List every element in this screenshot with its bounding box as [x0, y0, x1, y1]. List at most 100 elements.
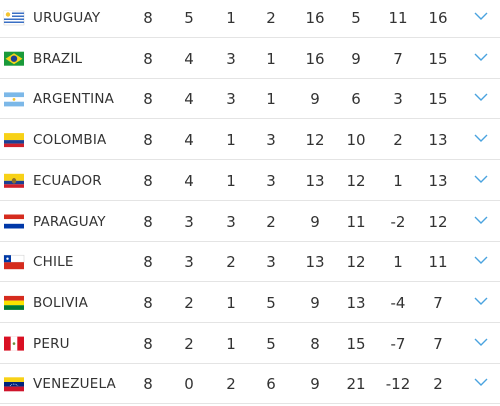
team-row: CHILE 8 3 2 3 13 12 1 11 — [0, 242, 500, 283]
stat-cell: 5 — [184, 9, 194, 27]
team-name: COLOMBIA — [33, 132, 107, 149]
team-row: COLOMBIA 8 4 1 3 12 10 2 13 — [0, 120, 500, 161]
stat-cell: 13 — [305, 253, 325, 272]
expand-chevron[interactable] — [474, 376, 488, 388]
stat-cell: 7 — [433, 334, 443, 353]
stat-cell: 3 — [226, 212, 236, 231]
stat-cell: 16 — [428, 9, 448, 27]
stat-cell: 0 — [184, 375, 194, 394]
team-name: ARGENTINA — [33, 91, 115, 108]
stat-cell: 8 — [310, 334, 320, 353]
stat-cell: 5 — [266, 334, 276, 353]
stat-cell: 5 — [266, 293, 276, 312]
stat-cell: 2 — [433, 375, 443, 394]
expand-chevron[interactable] — [474, 132, 488, 144]
team-row: ECUADOR 8 4 1 3 13 12 1 13 — [0, 161, 500, 201]
stat-cell: 9 — [310, 375, 320, 394]
stat-cell: 3 — [266, 131, 276, 150]
stat-cell: 13 — [305, 171, 325, 190]
team-row: BRAZIL 8 4 3 1 16 9 7 15 — [0, 39, 500, 79]
stat-cell: 2 — [266, 212, 276, 231]
flag-ecuador — [4, 173, 24, 188]
stat-cell: 3 — [226, 49, 236, 68]
stat-cell: 10 — [346, 131, 366, 150]
team-row: PARAGUAY 8 3 3 2 9 11 -2 12 — [0, 202, 500, 242]
stat-cell: 2 — [266, 9, 276, 27]
stat-cell: 4 — [184, 49, 194, 68]
stat-cell: 3 — [393, 90, 403, 109]
stat-cell: 8 — [143, 90, 153, 109]
stat-cell: 11 — [428, 253, 448, 272]
stat-cell: 8 — [143, 171, 153, 190]
team-name: VENEZUELA — [33, 376, 116, 393]
team-name: CHILE — [33, 254, 74, 271]
team-row: BOLIVIA 8 2 1 5 9 13 -4 7 — [0, 283, 500, 323]
stat-cell: 2 — [226, 375, 236, 394]
stat-cell: -4 — [390, 293, 406, 312]
stat-cell: 11 — [388, 9, 408, 27]
stat-cell: 1 — [393, 171, 403, 190]
stat-cell: 11 — [346, 212, 366, 231]
stat-cell: 9 — [351, 49, 361, 68]
stat-cell: 1 — [266, 49, 276, 68]
stat-cell: 4 — [184, 90, 194, 109]
stat-cell: 6 — [351, 90, 361, 109]
stat-cell: 3 — [184, 253, 194, 272]
stat-cell: 8 — [143, 49, 153, 68]
stat-cell: 13 — [428, 171, 448, 190]
stat-cell: 1 — [266, 90, 276, 109]
expand-chevron[interactable] — [474, 51, 488, 63]
stat-cell: 1 — [226, 131, 236, 150]
expand-chevron[interactable] — [474, 336, 488, 348]
stat-cell: 4 — [184, 131, 194, 150]
expand-chevron[interactable] — [474, 91, 488, 103]
stat-cell: 2 — [226, 253, 236, 272]
stat-cell: 8 — [143, 9, 153, 27]
stat-cell: 15 — [346, 334, 366, 353]
stat-cell: 2 — [184, 334, 194, 353]
stat-cell: 9 — [310, 90, 320, 109]
stat-cell: 1 — [393, 253, 403, 272]
stat-cell: 6 — [266, 375, 276, 394]
stat-cell: 8 — [143, 375, 153, 394]
stat-cell: 4 — [184, 171, 194, 190]
expand-chevron[interactable] — [474, 173, 488, 185]
flags — [3, 10, 25, 392]
stat-cell: 2 — [184, 293, 194, 312]
flag-paraguay — [4, 214, 24, 229]
stat-cell: 1 — [226, 9, 236, 27]
stat-cell: -12 — [385, 375, 411, 394]
stat-cell: 16 — [305, 9, 325, 27]
expand-chevron[interactable] — [474, 10, 488, 22]
expand-chevron[interactable] — [474, 214, 488, 226]
team-row: VENEZUELA 8 0 2 6 9 21 -12 2 — [0, 364, 500, 405]
stat-cell: 13 — [428, 131, 448, 150]
flag-venezuela — [4, 377, 24, 392]
team-row: ARGENTINA 8 4 3 1 9 6 3 15 — [0, 79, 500, 120]
flag-colombia — [4, 133, 24, 148]
stat-cell: 9 — [310, 212, 320, 231]
stat-cell: -7 — [390, 334, 406, 353]
stat-cell: 8 — [143, 293, 153, 312]
team-name: BRAZIL — [33, 50, 83, 67]
team-name: PARAGUAY — [33, 213, 106, 230]
stat-cell: 13 — [346, 293, 366, 312]
team-name: ECUADOR — [33, 172, 102, 189]
flag-chile — [3, 254, 25, 270]
flag-uruguay — [3, 10, 25, 26]
expand-chevron[interactable] — [474, 254, 488, 266]
team-row: URUGUAY 8 5 1 2 16 5 11 16 — [0, 0, 500, 38]
expand-chevron[interactable] — [474, 295, 488, 307]
stat-cell: 8 — [143, 212, 153, 231]
flag-bolivia — [4, 295, 24, 310]
stat-cell: 1 — [226, 171, 236, 190]
stat-cell: 12 — [346, 253, 366, 272]
stat-cell: 1 — [226, 293, 236, 312]
stat-cell: 8 — [143, 334, 153, 353]
stat-cell: 5 — [351, 9, 361, 27]
stat-cell: 1 — [226, 334, 236, 353]
stat-cell: 7 — [433, 293, 443, 312]
stat-cell: 16 — [305, 49, 325, 68]
stat-cell: 3 — [266, 253, 276, 272]
